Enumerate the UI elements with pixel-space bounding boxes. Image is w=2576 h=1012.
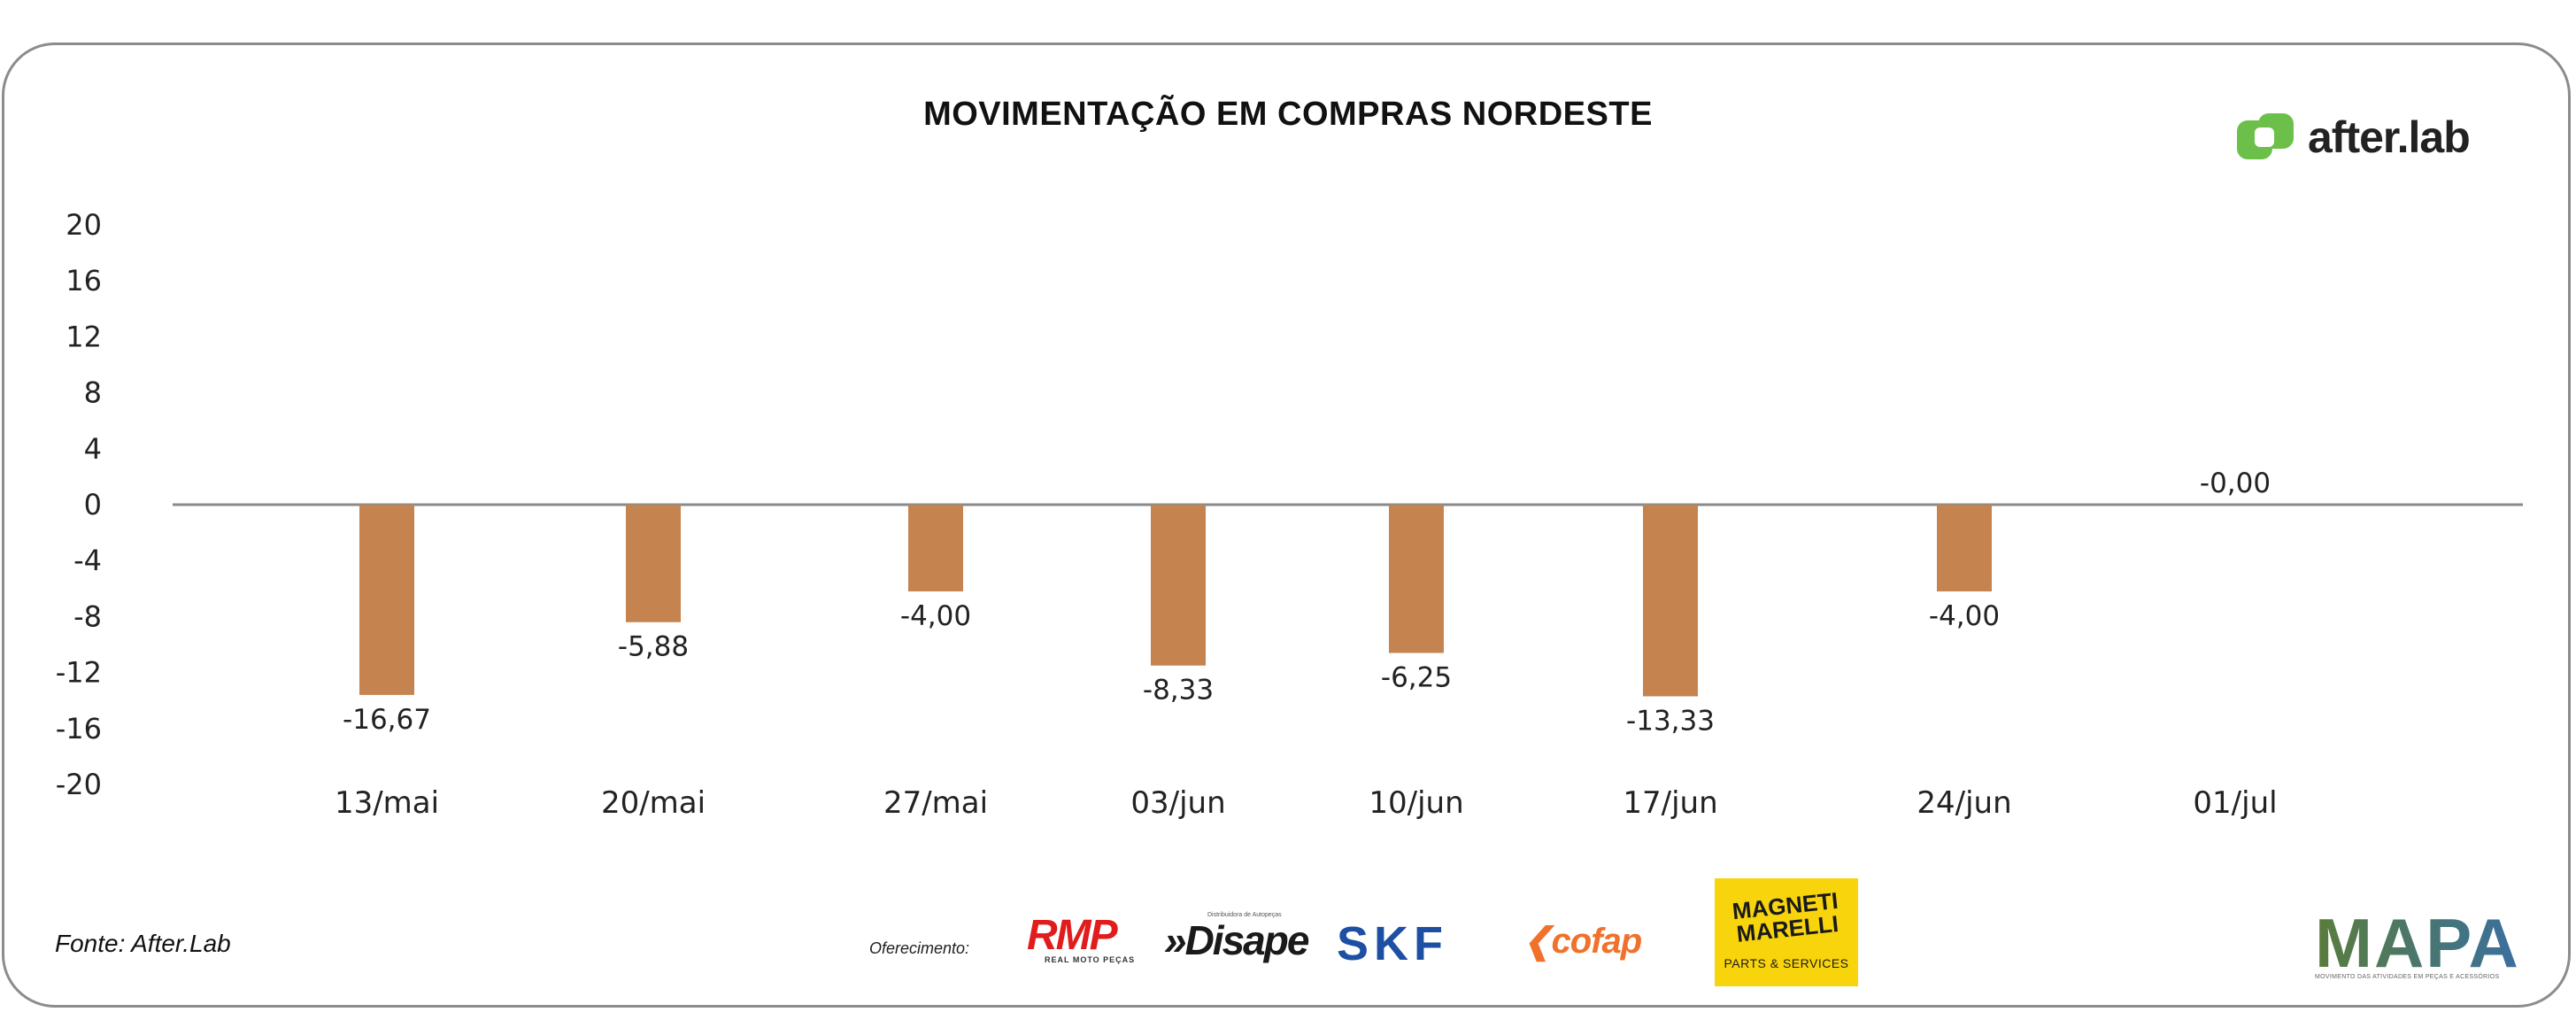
sponsor-label: Oferecimento: [869,939,970,957]
y-tick-label: -20 [56,768,102,801]
x-category-label: 13/mai [335,785,439,821]
y-tick-label: -12 [56,656,102,690]
chart-title: MOVIMENTAÇÃO EM COMPRAS NORDESTE [923,96,1653,133]
data-labels: -16,67 -5,88 -4,00 -8,33 -6,25 -13,33 -4,00 -0,… [343,467,2271,737]
afterlab-logo-icon [2237,113,2294,159]
source-note: Fonte: After.Lab [55,930,231,957]
data-label: -4,00 [900,600,971,632]
magneti-marelli-subtitle: PARTS & SERVICES [1724,956,1849,970]
category-labels: 13/mai 20/mai 27/mai 03/jun 10/jun 17/jun 24/j… [335,785,2278,821]
data-label: -8,33 [1143,675,1214,707]
mapa-logo: MAPA [2315,904,2520,982]
y-axis-ticks: 20 16 12 8 4 0 -4 -8 -12 -16 -20 [56,208,102,801]
magneti-marelli-logo: MAGNETI MARELLI PARTS & SERVICES [1715,878,1858,986]
data-label: -4,00 [1929,600,2000,632]
rmp-logo-subtitle: REAL MOTO PEÇAS [1045,955,1136,964]
y-tick-label: 8 [84,376,102,410]
y-tick-label: 0 [84,488,102,521]
skf-logo: SKF [1337,917,1448,970]
bar [626,505,681,622]
x-category-label: 03/jun [1130,785,1225,821]
cofap-logo: ❮cofap [1523,921,1643,962]
y-tick-label: -4 [73,544,102,577]
afterlab-name: after.lab [2308,112,2471,162]
data-label: -0,00 [2200,467,2271,499]
chart-frame [2,42,2571,1008]
x-category-label: 24/jun [1917,785,2011,821]
y-tick-label: -8 [73,599,102,633]
rmp-logo-text: RMP [1027,912,1118,959]
cofap-chevron-icon: ❮ [1523,922,1553,961]
x-category-label: 10/jun [1369,785,1463,821]
x-category-label: 17/jun [1623,785,1717,821]
data-label: -6,25 [1381,661,1452,693]
data-label: -16,67 [343,704,431,736]
x-category-label: 01/jul [2193,785,2277,821]
magneti-marelli-name: MAGNETI MARELLI [1731,887,1842,947]
x-category-label: 20/mai [601,785,706,821]
bar [1937,505,1992,591]
x-category-label: 27/mai [883,785,988,821]
mapa-logo-subtitle: MOVIMENTO DAS ATIVIDADES EM PEÇAS E ACES… [2315,974,2500,980]
data-label: -13,33 [1626,705,1715,737]
afterlab-brand: after.lab [2235,111,2471,164]
disape-tagline: Distribuidora de Autopeças [1207,912,1282,918]
data-label: -5,88 [618,631,689,663]
y-tick-label: 12 [66,320,102,353]
y-tick-label: 4 [84,432,102,466]
disape-logo: »Disape [1164,917,1309,963]
bar [1151,505,1206,666]
y-tick-label: 16 [66,264,102,297]
bars [359,505,1992,697]
rmp-logo: RMP REAL MOTO PEÇAS [1027,912,1142,965]
bar [1643,505,1698,697]
bar [908,505,963,591]
y-tick-label: -16 [56,712,102,745]
bar [1389,505,1444,653]
cofap-logo-text: cofap [1551,922,1643,961]
bar [359,505,414,695]
y-tick-label: 20 [66,208,102,242]
